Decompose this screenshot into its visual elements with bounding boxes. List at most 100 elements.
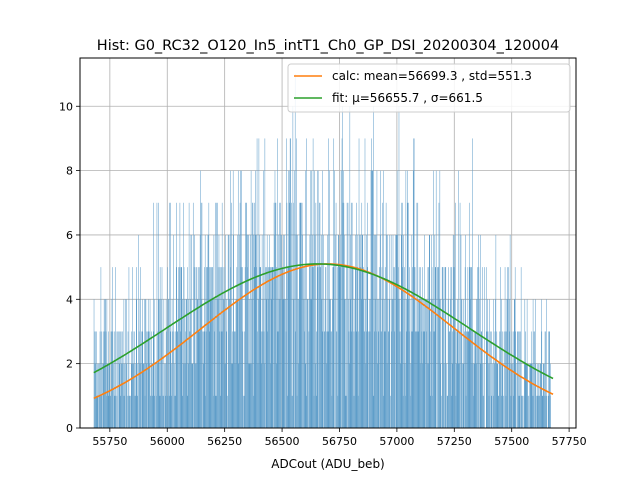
histogram-bar xyxy=(229,299,230,428)
histogram-bar xyxy=(409,299,411,428)
histogram-bar xyxy=(245,202,247,428)
histogram-bar xyxy=(158,299,160,428)
histogram-bar xyxy=(155,363,157,428)
histogram-bar xyxy=(151,331,152,428)
histogram-bar xyxy=(274,170,276,428)
histogram-bar xyxy=(226,395,228,428)
histogram-bar xyxy=(256,267,257,428)
histogram-bar xyxy=(257,363,259,428)
histogram-bar xyxy=(329,299,331,428)
histogram-bar xyxy=(474,331,476,428)
histogram-bar xyxy=(538,395,540,428)
histogram-bar xyxy=(383,395,385,428)
histogram-bar xyxy=(354,299,356,428)
x-axis-label: ADCout (ADU_beb) xyxy=(271,457,385,471)
histogram-bar xyxy=(431,267,433,428)
histogram-bar xyxy=(167,395,169,428)
histogram-bar xyxy=(333,267,334,428)
histogram-bar xyxy=(209,331,210,428)
histogram-bar xyxy=(437,267,438,428)
histogram-bar xyxy=(402,395,404,428)
histogram-bar xyxy=(283,234,284,428)
histogram-bar xyxy=(132,331,134,428)
histogram-bar xyxy=(499,331,500,428)
histogram-bar xyxy=(509,331,510,428)
histogram-bar xyxy=(439,299,440,428)
histogram-bar xyxy=(398,106,400,429)
histogram-bar xyxy=(246,234,248,428)
histogram-bar xyxy=(218,234,220,428)
histogram-bar xyxy=(394,331,396,428)
histogram-bar xyxy=(469,267,471,428)
histogram-bar xyxy=(194,363,196,428)
histogram-bar xyxy=(382,299,384,428)
histogram-bar xyxy=(373,395,374,428)
histogram-bar xyxy=(401,234,402,428)
histogram-bar xyxy=(317,170,318,428)
histogram-bar xyxy=(184,299,186,428)
histogram-bar xyxy=(336,331,338,428)
histogram-bar xyxy=(140,363,142,428)
histogram-bar xyxy=(315,363,316,428)
histogram-bar xyxy=(450,299,451,428)
histogram-bar xyxy=(365,299,366,428)
histogram-bar xyxy=(382,202,383,428)
histogram-bar xyxy=(414,267,415,428)
histogram-bar xyxy=(179,202,181,428)
histogram-bar xyxy=(146,363,148,428)
histogram-bar xyxy=(540,363,541,428)
histogram-bar xyxy=(446,395,448,428)
histogram-bar xyxy=(452,363,453,428)
histogram-bar xyxy=(433,170,434,428)
histogram-bar xyxy=(348,299,349,428)
histogram-bar xyxy=(375,299,376,428)
histogram-bar xyxy=(119,331,120,428)
histogram-bar xyxy=(381,267,383,428)
histogram-bar xyxy=(201,202,203,428)
histogram-bar xyxy=(301,202,303,428)
histogram-bar xyxy=(99,395,100,428)
histogram-bar xyxy=(192,363,193,428)
histogram-bar xyxy=(531,363,533,428)
histogram-bar xyxy=(238,299,240,428)
histogram-bar xyxy=(369,331,371,428)
histogram-bar xyxy=(527,395,529,428)
histogram-bar xyxy=(160,395,161,428)
histogram-bar xyxy=(186,299,188,428)
histogram-bar xyxy=(247,267,248,428)
histogram-bar xyxy=(482,267,483,428)
histogram-bar xyxy=(334,234,336,428)
histogram-bar xyxy=(498,363,500,428)
histogram-bar xyxy=(377,363,379,428)
histogram-bar xyxy=(235,299,237,428)
histogram-bar xyxy=(312,138,314,428)
histogram-bar xyxy=(291,395,293,428)
histogram-bar xyxy=(365,363,367,428)
histogram-bar xyxy=(233,331,235,428)
histogram-bar xyxy=(103,331,104,428)
histogram-bar xyxy=(530,331,532,428)
histogram-bar xyxy=(123,299,125,428)
histogram-bar xyxy=(280,234,282,428)
histogram-bar xyxy=(252,202,254,428)
histogram-bar xyxy=(138,331,140,428)
histogram-bar xyxy=(472,331,474,428)
histogram-bar xyxy=(242,331,244,428)
histogram-bar xyxy=(459,363,460,428)
histogram-bar xyxy=(111,299,113,428)
histogram-bar xyxy=(467,331,468,428)
histogram-bar xyxy=(418,331,419,428)
histogram-bar xyxy=(149,299,151,428)
histogram-bar xyxy=(323,331,325,428)
histogram-bar xyxy=(122,331,123,428)
histogram-bar xyxy=(471,267,472,428)
histogram-bar xyxy=(159,267,161,428)
histogram-bar xyxy=(194,234,195,428)
histogram-bar xyxy=(209,299,211,428)
histogram-bar xyxy=(264,363,265,428)
histogram-bar xyxy=(233,234,234,428)
histogram-bar xyxy=(473,363,474,428)
histogram-bar xyxy=(113,363,115,428)
histogram-bar xyxy=(417,331,418,428)
